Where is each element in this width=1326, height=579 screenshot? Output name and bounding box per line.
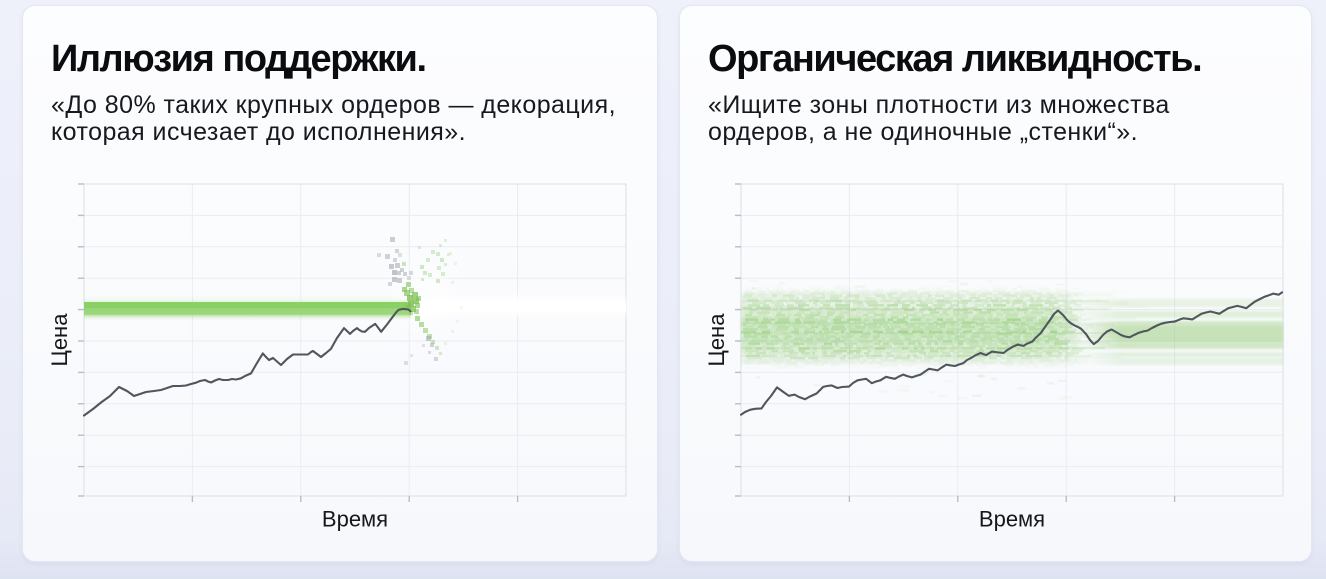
svg-text:Цена: Цена <box>47 313 72 367</box>
svg-text:Время: Время <box>979 507 1045 532</box>
svg-text:Время: Время <box>322 507 388 532</box>
svg-text:Цена: Цена <box>704 313 729 367</box>
